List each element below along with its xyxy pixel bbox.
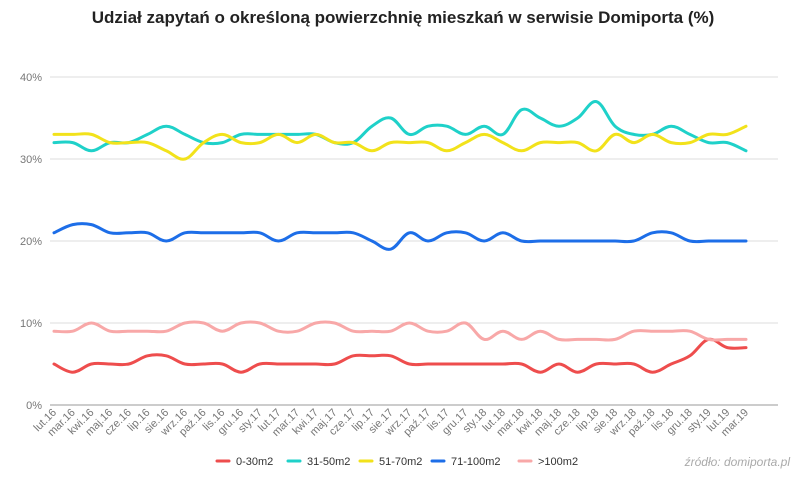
legend-label: 31-50m2 (307, 456, 350, 468)
series-line-0-30m2 (52, 337, 748, 374)
y-tick-label: 0% (26, 400, 42, 412)
legend: 0-30m2 31-50m2 51-70m2 71-100m2 >100m2 (215, 456, 578, 468)
y-tick-label: 40% (20, 72, 42, 84)
y-axis-ticks: 0% 10% 20% 30% 40% (20, 72, 42, 412)
y-tick-label: 10% (20, 318, 42, 330)
chart-title: Udział zapytań o określoną powierzchnię … (91, 8, 715, 27)
series-line-100m2 (52, 320, 748, 342)
x-axis-ticks: lut.16mar.16kwi.16maj.16cze.16lip.16sie.… (32, 407, 752, 439)
source-note: źródło: domiporta.pl (684, 455, 790, 469)
y-tick-label: 20% (20, 236, 42, 248)
series-lines (52, 100, 748, 374)
legend-label: 0-30m2 (236, 456, 273, 468)
series-line-71-100m2 (52, 221, 748, 251)
legend-label: 71-100m2 (451, 456, 501, 468)
legend-label: >100m2 (538, 456, 578, 468)
series-line-51-70m2 (52, 124, 748, 161)
series-line-31-50m2 (52, 100, 748, 153)
y-tick-label: 30% (20, 154, 42, 166)
legend-label: 51-70m2 (379, 456, 422, 468)
